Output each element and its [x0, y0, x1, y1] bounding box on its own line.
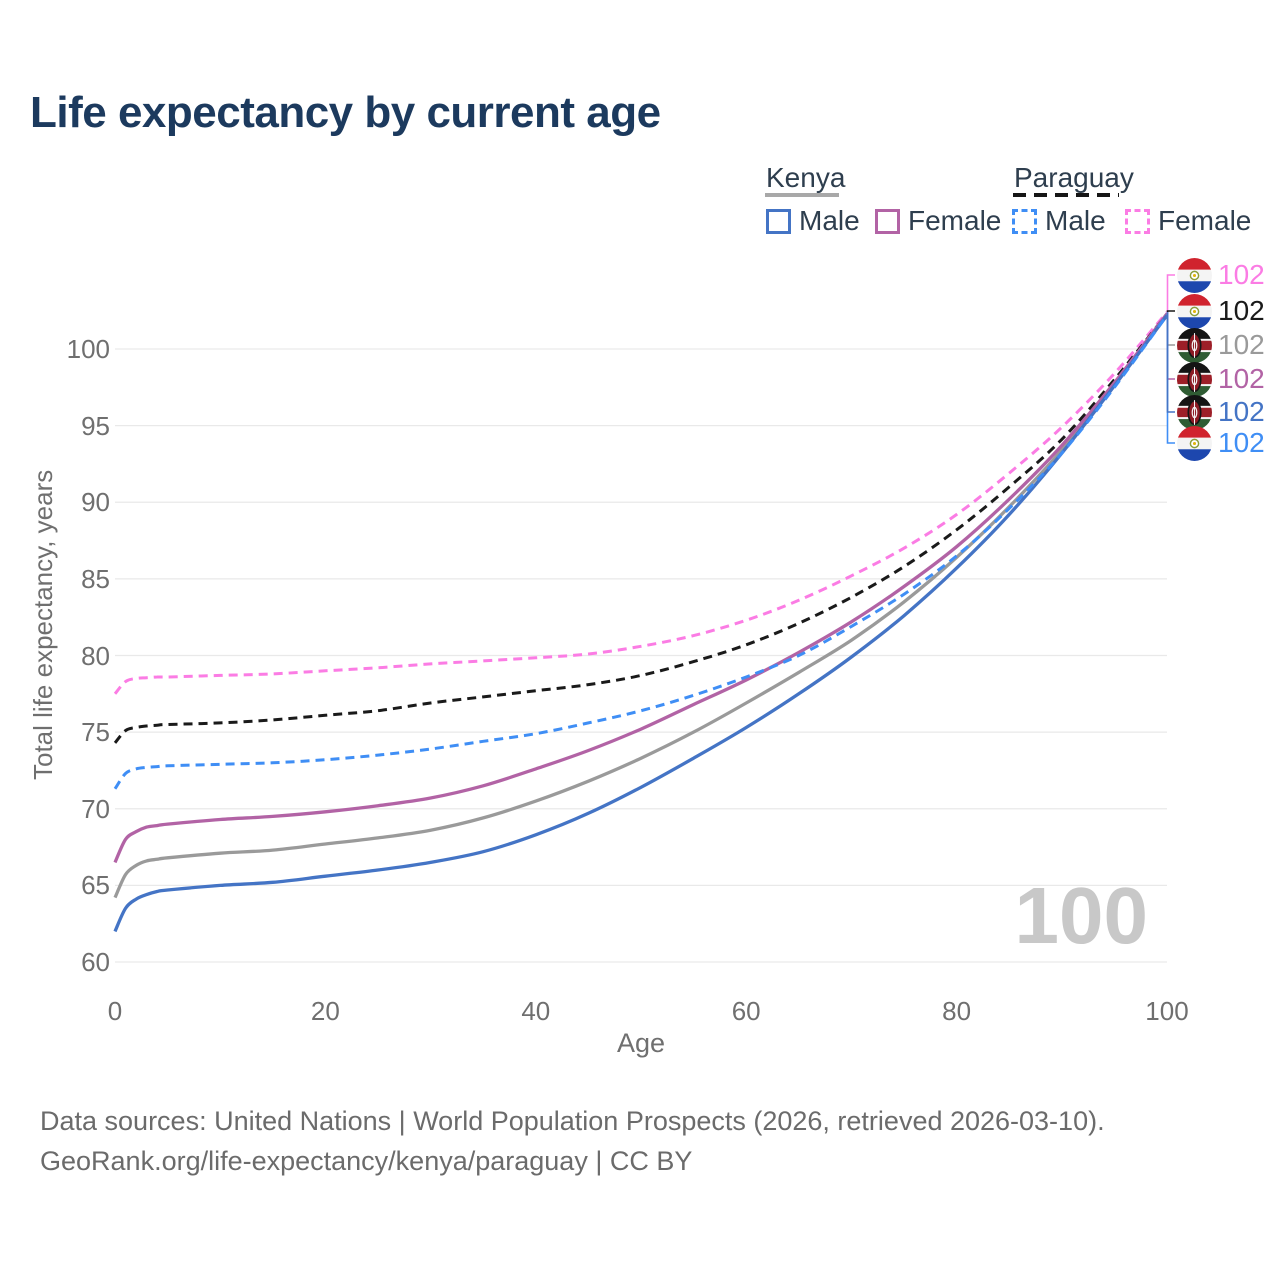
legend-label-kenya-female[interactable]: Female [908, 205, 1002, 236]
paraguay-flag-icon [1177, 425, 1212, 461]
legend-kenya-underline-swatch [765, 193, 839, 197]
x-tick-label-0: 0 [107, 996, 123, 1026]
footer-attribution: GeoRank.org/life-expectancy/kenya/paragu… [40, 1146, 693, 1176]
kenya-flag-icon [1177, 394, 1212, 430]
x-tick-label-60: 60 [731, 996, 761, 1026]
y-tick-label-70: 70 [81, 793, 110, 824]
y-axis-title: Total life expectancy, years [28, 469, 58, 780]
y-tick-label-95: 95 [81, 410, 110, 441]
x-tick-label-20: 20 [310, 996, 340, 1026]
y-tick-label-85: 85 [81, 563, 110, 594]
x-axis-title: Age [616, 1028, 666, 1058]
end-label-connector-kenya-male [1166, 312, 1175, 413]
end-label-connector-paraguay-male [1166, 312, 1175, 444]
end-label-value: 102 [1218, 427, 1265, 458]
series-line-paraguay-male [113, 314, 1169, 790]
y-tick-label-75: 75 [81, 717, 110, 748]
series-line-kenya [113, 314, 1169, 899]
kenya-flag-icon [1177, 361, 1212, 397]
paraguay-flag-icon [1177, 293, 1212, 329]
legend-group-kenya: Kenya [766, 162, 846, 193]
end-label-value: 102 [1218, 259, 1265, 290]
series-line-paraguay [113, 312, 1169, 744]
end-label-connector-kenya [1166, 312, 1175, 346]
legend-swatch-kenya-male[interactable] [766, 209, 791, 234]
legend-swatch-paraguay-female[interactable] [1125, 209, 1150, 234]
kenya-flag-icon [1177, 327, 1212, 363]
end-label-value: 102 [1218, 363, 1265, 394]
end-label-value: 102 [1218, 295, 1265, 326]
footer-data-sources: Data sources: United Nations | World Pop… [40, 1106, 1105, 1136]
end-label-paraguay-male: 102 [1177, 425, 1265, 461]
series-line-paraguay-female [113, 311, 1169, 695]
x-tick-label-100: 100 [1145, 996, 1189, 1026]
end-label-paraguay: 102 [1177, 293, 1265, 329]
legend-paraguay-underline-swatch [1013, 193, 1119, 197]
y-tick-label-100: 100 [66, 334, 110, 364]
end-label-kenya-male: 102 [1177, 394, 1265, 430]
legend-label-paraguay-male[interactable]: Male [1045, 205, 1106, 236]
end-label-paraguay-female: 102 [1177, 257, 1265, 293]
chart-title: Life expectancy by current age [30, 88, 661, 137]
y-tick-label-65: 65 [81, 870, 110, 901]
x-tick-label-40: 40 [521, 996, 551, 1026]
legend-swatch-paraguay-male[interactable] [1012, 209, 1037, 234]
end-label-connector-paraguay [1166, 310, 1175, 313]
legend-label-paraguay-female[interactable]: Female [1158, 205, 1252, 236]
y-tick-label-90: 90 [81, 487, 110, 518]
end-label-connector-paraguay-female [1166, 274, 1175, 313]
end-label-kenya-female: 102 [1177, 361, 1265, 397]
age-counter-watermark: 100 [1014, 871, 1148, 960]
end-label-value: 102 [1218, 396, 1265, 427]
series-line-kenya-male [113, 314, 1169, 933]
x-tick-label-80: 80 [942, 996, 972, 1026]
legend-label-kenya-male[interactable]: Male [799, 205, 860, 236]
y-tick-label-60: 60 [81, 947, 110, 977]
y-tick-label-80: 80 [81, 640, 110, 671]
series-line-kenya-female [113, 312, 1169, 864]
paraguay-flag-icon [1177, 257, 1212, 293]
legend-swatch-kenya-female[interactable] [875, 209, 900, 234]
end-label-value: 102 [1218, 329, 1265, 360]
end-label-kenya: 102 [1177, 327, 1265, 363]
legend-group-paraguay: Paraguay [1014, 162, 1134, 193]
